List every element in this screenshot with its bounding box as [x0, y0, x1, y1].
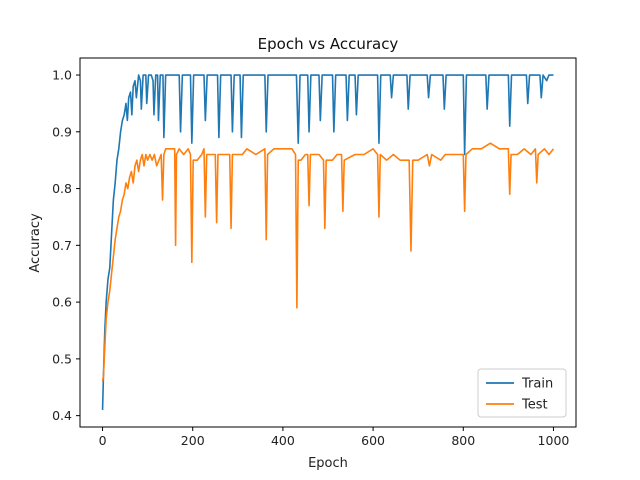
y-tick-label: 1.0: [52, 68, 72, 83]
y-tick-label: 0.4: [52, 408, 72, 423]
x-axis-label: Epoch: [308, 456, 348, 471]
x-tick-label: 1000: [538, 433, 570, 448]
y-tick-label: 0.9: [52, 124, 72, 139]
y-tick-label: 0.8: [52, 181, 72, 196]
series-line-train: [101, 74, 554, 410]
chart-title: Epoch vs Accuracy: [258, 35, 399, 53]
x-tick-label: 200: [181, 433, 205, 448]
legend-box: [477, 368, 567, 418]
series-layer: [101, 74, 555, 410]
x-tick-label: 800: [451, 433, 475, 448]
x-tick-label: 400: [271, 433, 295, 448]
legend-label-test: Test: [521, 398, 548, 413]
axes-frame: [79, 57, 577, 428]
x-tick-label: 0: [99, 433, 107, 448]
y-axis-label: Accuracy: [28, 213, 43, 273]
y-tick-label: 0.6: [52, 295, 72, 310]
y-tick-label: 0.5: [52, 351, 72, 366]
legend-label-train: Train: [521, 377, 553, 392]
y-axis: 0.4 0.5 0.6 0.7 0.8 0.9 1.0: [52, 68, 80, 423]
y-tick-label: 0.7: [52, 238, 72, 253]
plot-area: [79, 57, 577, 428]
x-tick-label: 600: [361, 433, 385, 448]
x-axis: 0 200 400 600 800 1000: [99, 427, 570, 448]
legend: Train Test: [477, 368, 567, 418]
series-line-test: [101, 142, 555, 382]
